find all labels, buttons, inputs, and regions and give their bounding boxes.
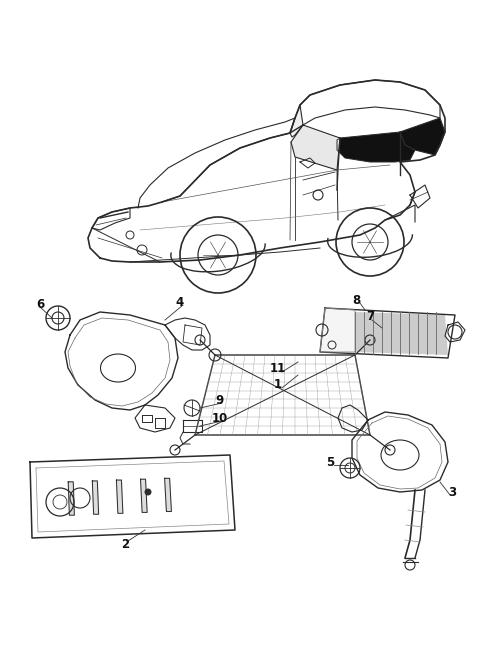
Text: 6: 6: [36, 298, 44, 310]
Text: 5: 5: [326, 455, 334, 468]
Text: 11: 11: [270, 361, 286, 375]
Text: 8: 8: [352, 293, 360, 306]
Polygon shape: [355, 312, 448, 355]
Polygon shape: [68, 482, 74, 515]
Polygon shape: [92, 481, 98, 514]
Polygon shape: [291, 125, 340, 170]
Polygon shape: [290, 105, 303, 135]
Circle shape: [145, 489, 151, 495]
Text: 7: 7: [366, 310, 374, 323]
Text: 3: 3: [448, 485, 456, 499]
Text: 9: 9: [216, 394, 224, 407]
Polygon shape: [141, 479, 147, 512]
Polygon shape: [400, 118, 445, 155]
Text: 2: 2: [121, 537, 129, 550]
Polygon shape: [320, 308, 355, 352]
Text: 1: 1: [274, 379, 282, 392]
Polygon shape: [165, 478, 171, 512]
Text: 10: 10: [212, 411, 228, 424]
Text: 4: 4: [176, 295, 184, 308]
Polygon shape: [117, 480, 123, 514]
Polygon shape: [337, 132, 415, 162]
